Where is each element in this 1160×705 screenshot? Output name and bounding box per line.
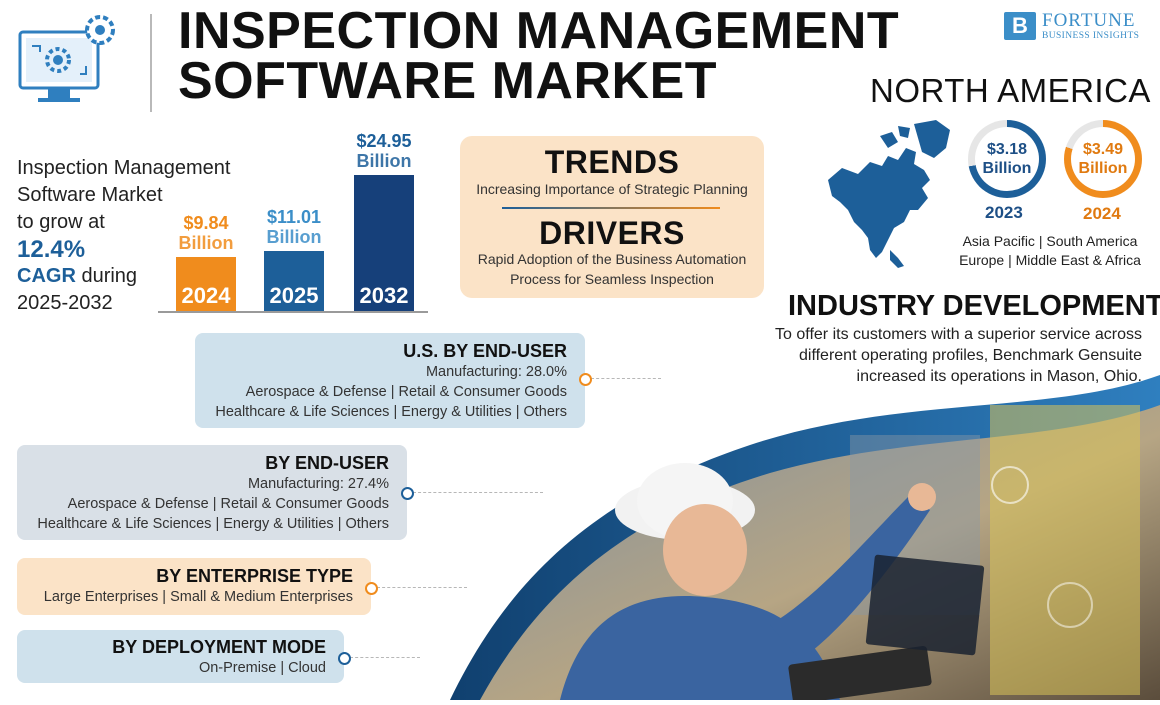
brand-logo: B FORTUNE BUSINESS INSIGHTS	[1004, 10, 1144, 42]
growth-rate: 12.4%	[17, 236, 86, 263]
connector-line	[413, 492, 543, 493]
bar-value-label: $24.95 Billion	[334, 131, 434, 171]
page-title: INSPECTION MANAGEMENT SOFTWARE MARKET	[178, 2, 900, 110]
trends-text: Increasing Importance of Strategic Plann…	[476, 181, 748, 197]
north-america-title: NORTH AMERICA	[870, 72, 1151, 109]
ring-year-label: 2024	[1083, 204, 1121, 223]
deployment-mode-dot	[338, 652, 351, 665]
industry-line-2: different operating profiles, Benchmark …	[798, 347, 1142, 364]
us-end-user-dot	[579, 373, 592, 386]
bar-value: $9.84	[183, 213, 229, 234]
us-end-user-line-1: Manufacturing: 28.0%	[425, 364, 567, 380]
header-divider	[150, 14, 152, 112]
bar-unit: Billion	[266, 226, 322, 247]
end-user-line-2: Aerospace & Defense | Retail & Consumer …	[67, 496, 389, 512]
chart-axis	[158, 311, 428, 313]
north-america-ring-2024: $3.49 Billion	[1064, 120, 1142, 198]
by-end-user-box: BY END-USER Manufacturing: 27.4% Aerospa…	[17, 445, 407, 540]
growth-statement: Inspection Management Software Market to…	[17, 155, 257, 317]
regions-line-2: Europe | Middle East & Africa	[959, 252, 1141, 268]
bar-unit: Billion	[178, 233, 234, 254]
drivers-text-2: Process for Seamless Inspection	[510, 271, 714, 287]
end-user-line-3: Healthcare & Life Sciences | Energy & Ut…	[37, 516, 389, 532]
by-deployment-mode-box: BY DEPLOYMENT MODE On-Premise | Cloud	[17, 630, 344, 683]
bar-unit: Billion	[356, 151, 412, 172]
growth-line-2: Software Market	[17, 184, 163, 206]
us-end-user-line-3: Healthcare & Life Sciences | Energy & Ut…	[215, 404, 567, 420]
regions-line-1: Asia Pacific | South America	[962, 233, 1138, 249]
bar-year-label: 2032	[359, 282, 409, 308]
title-line-2: SOFTWARE MARKET	[178, 52, 718, 110]
industry-line-3: increased its operations in Mason, Ohio.	[856, 368, 1142, 385]
bar-2025: 2025	[264, 250, 324, 311]
ring-value: $3.18	[986, 141, 1028, 158]
us-end-user-line-2: Aerospace & Defense | Retail & Consumer …	[245, 384, 567, 400]
other-regions: Asia Pacific | South America Europe | Mi…	[950, 232, 1150, 270]
bar-value-label: $9.84 Billion	[156, 213, 256, 253]
cagr-label: CAGR	[17, 265, 76, 287]
monitor-gears-icon	[18, 12, 130, 112]
ring-year-label: 2023	[985, 203, 1023, 222]
trends-divider	[502, 207, 720, 209]
enterprise-type-dot	[365, 582, 378, 595]
growth-line-3: to grow at	[17, 211, 105, 233]
drivers-text-1: Rapid Adoption of the Business Automatio…	[477, 251, 747, 267]
industry-development-title: INDUSTRY DEVELOPMENT	[788, 290, 1160, 322]
industry-line-1: To offer its customers with a superior s…	[775, 326, 1142, 343]
enterprise-type-line-1: Large Enterprises | Small & Medium Enter…	[43, 589, 353, 605]
end-user-line-1: Manufacturing: 27.4%	[247, 476, 389, 492]
trends-drivers-panel: TRENDS Increasing Importance of Strategi…	[460, 136, 764, 298]
bar-value-label: $11.01 Billion	[244, 207, 344, 247]
bar-2024: 2024	[176, 257, 236, 311]
deployment-mode-line-1: On-Premise | Cloud	[198, 660, 326, 676]
trends-title: TRENDS	[544, 144, 680, 180]
engineer-photo	[430, 375, 1160, 705]
by-enterprise-type-box: BY ENTERPRISE TYPE Large Enterprises | S…	[17, 558, 371, 615]
brand-subtitle: BUSINESS INSIGHTS	[1042, 31, 1140, 41]
drivers-title: DRIVERS	[539, 215, 685, 251]
brand-name: FORTUNE	[1042, 10, 1136, 31]
growth-line-1: Inspection Management	[17, 157, 231, 179]
north-america-map-icon	[818, 118, 958, 268]
industry-development-text: To offer its customers with a superior s…	[740, 324, 1142, 387]
connector-line	[377, 587, 467, 588]
title-line-1: INSPECTION MANAGEMENT	[178, 2, 900, 60]
deployment-mode-title: BY DEPLOYMENT MODE	[112, 637, 326, 657]
ring-unit: Billion	[982, 160, 1032, 177]
growth-period: 2025-2032	[17, 292, 113, 314]
growth-cagr-line: CAGR during	[17, 263, 257, 290]
north-america-ring-2023: $3.18 Billion	[968, 120, 1046, 198]
end-user-dot	[401, 487, 414, 500]
bar-value: $11.01	[266, 206, 322, 227]
connector-line	[591, 378, 661, 379]
during-label: during	[75, 265, 138, 287]
us-end-user-title: U.S. BY END-USER	[403, 341, 567, 361]
connector-line	[350, 657, 420, 658]
bar-year-label: 2025	[269, 282, 319, 308]
bar-value: $24.95	[356, 131, 412, 152]
us-by-end-user-box: U.S. BY END-USER Manufacturing: 28.0% Ae…	[195, 333, 585, 428]
ring-value: $3.49	[1082, 141, 1124, 158]
ring-unit: Billion	[1078, 160, 1128, 177]
enterprise-type-title: BY ENTERPRISE TYPE	[156, 566, 353, 586]
bar-year-label: 2024	[181, 282, 231, 308]
end-user-title: BY END-USER	[265, 453, 389, 473]
brand-mark: B	[1004, 12, 1036, 40]
bar-2032: 2032	[354, 175, 414, 311]
